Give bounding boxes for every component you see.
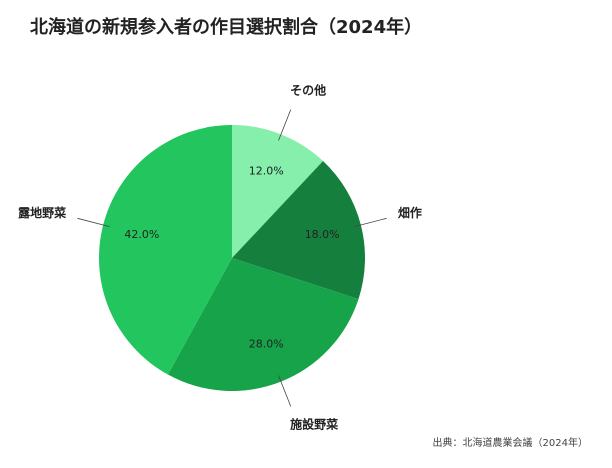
- leader-line: [278, 375, 292, 407]
- category-label: 露地野菜: [18, 205, 66, 220]
- chart-title: 北海道の新規参入者の作目選択割合（2024年）: [30, 16, 422, 38]
- category-label: その他: [290, 83, 326, 98]
- leader-line: [354, 217, 387, 227]
- pie-slice: [98, 125, 232, 375]
- category-label: 施設野菜: [290, 416, 338, 431]
- pie-slice: [232, 161, 366, 300]
- pie-slice: [232, 125, 324, 258]
- pie-slice: [167, 258, 359, 391]
- value-label: 42.0%: [124, 228, 159, 241]
- value-label: 28.0%: [249, 338, 284, 351]
- value-label: 12.0%: [249, 164, 284, 177]
- value-label: 18.0%: [305, 228, 340, 241]
- source: 出典：北海道農業会議（2024年）: [433, 436, 588, 449]
- leader-line: [278, 109, 292, 141]
- leader-line: [77, 217, 110, 227]
- category-label: 畑作: [398, 205, 422, 220]
